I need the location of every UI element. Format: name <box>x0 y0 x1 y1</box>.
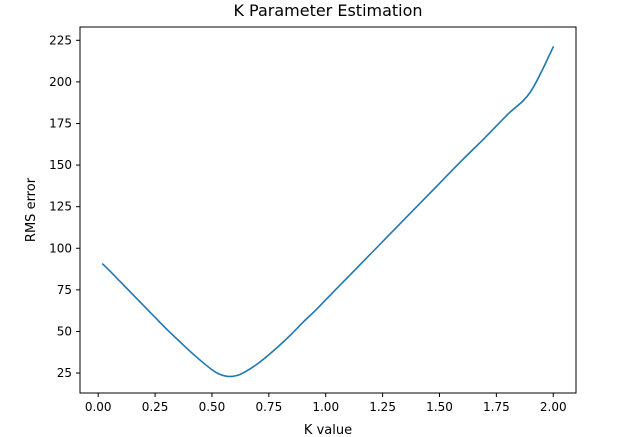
y-tick-label: 25 <box>57 366 72 380</box>
x-tick-label: 1.25 <box>369 400 396 414</box>
x-tick-label: 0.00 <box>85 400 112 414</box>
x-tick-label: 1.75 <box>483 400 510 414</box>
y-tick-label: 150 <box>49 158 72 172</box>
x-tick-label: 0.50 <box>199 400 226 414</box>
x-tick-label: 0.25 <box>142 400 169 414</box>
y-tick-label: 125 <box>49 200 72 214</box>
y-tick-label: 50 <box>57 324 72 338</box>
y-tick-label: 75 <box>57 283 72 297</box>
x-tick-label: 1.50 <box>426 400 453 414</box>
chart-title: K Parameter Estimation <box>233 1 422 20</box>
y-tick-label: 200 <box>49 75 72 89</box>
x-tick-label: 2.00 <box>540 400 567 414</box>
plot-frame <box>79 26 577 394</box>
series-line <box>101 46 555 378</box>
x-tick-label: 1.00 <box>312 400 339 414</box>
x-tick-label: 0.75 <box>255 400 282 414</box>
plot-area: 0.00 0.25 0.50 0.75 1.00 1.25 1.50 1.75 2.00 25 5… <box>49 26 577 414</box>
y-axis: 25 50 75 100 125 150 175 200 225 <box>49 33 80 380</box>
y-tick-label: 225 <box>49 33 72 47</box>
y-axis-label: RMS error <box>24 177 39 242</box>
x-axis: 0.00 0.25 0.50 0.75 1.00 1.25 1.50 1.75 2.00 <box>85 393 567 414</box>
y-tick-label: 175 <box>49 116 72 130</box>
x-axis-label: K value <box>304 423 352 437</box>
y-tick-label: 100 <box>49 241 72 255</box>
